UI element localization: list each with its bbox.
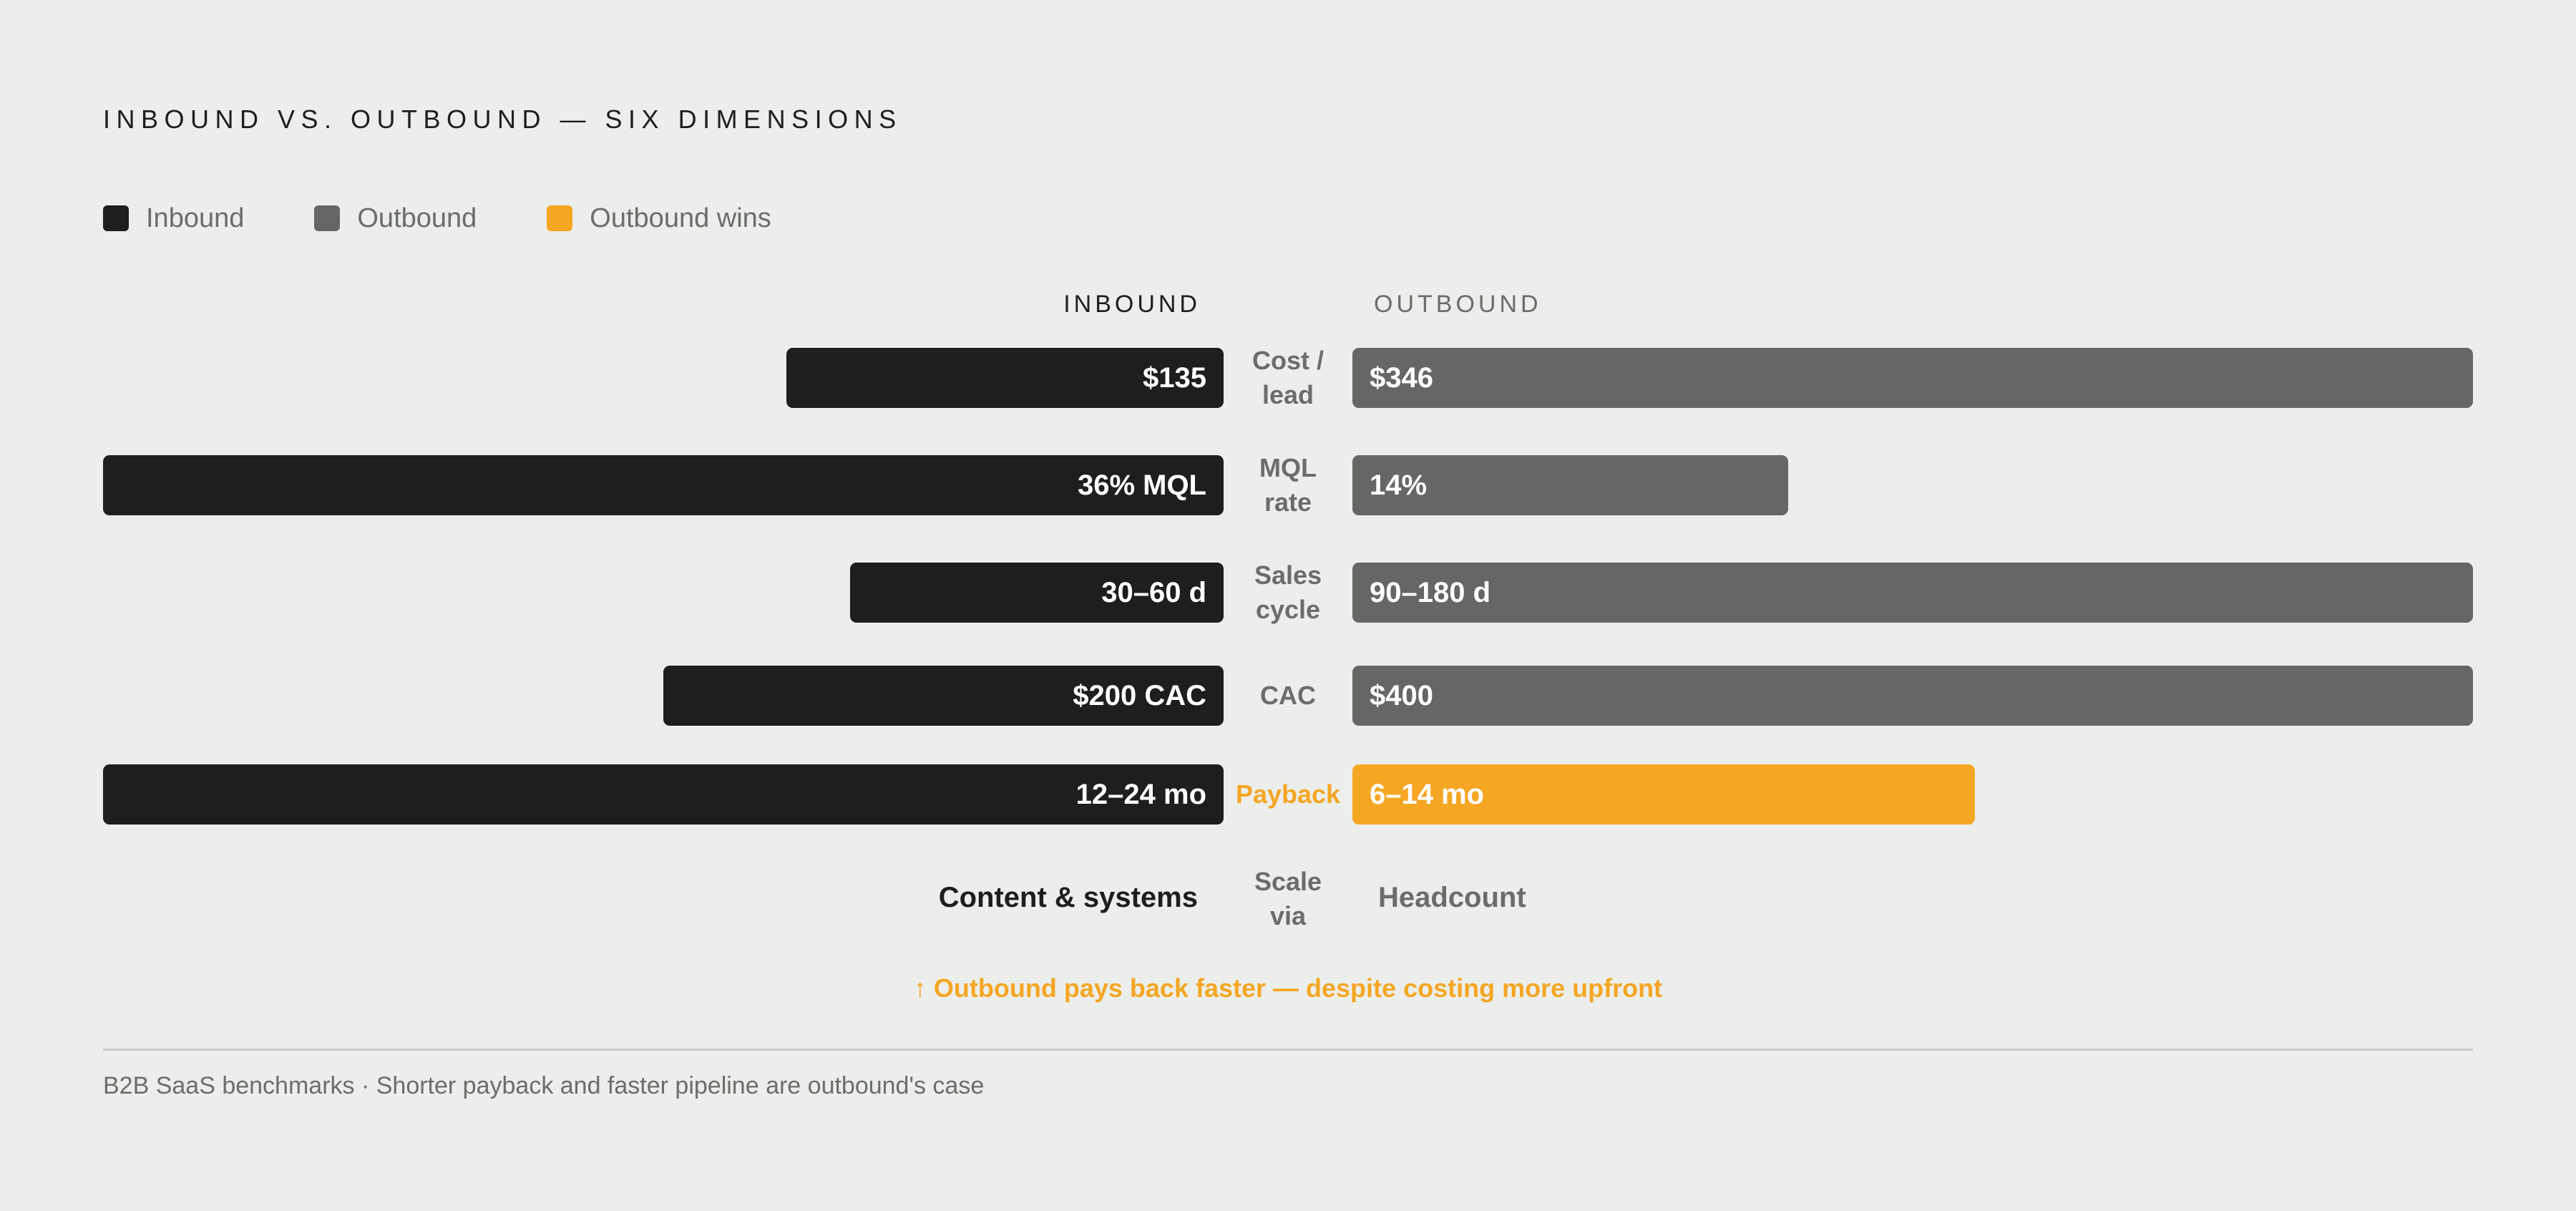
legend-item-inbound: Inbound bbox=[103, 203, 244, 234]
inbound-bar-label-cost-lead: $135 bbox=[1143, 361, 1206, 394]
chart-note: ↑ Outbound pays back faster — despite co… bbox=[913, 973, 1663, 1003]
dimension-label-mql-rate: MQL rate bbox=[1259, 453, 1317, 517]
outbound-bar-label-payback: 6–14 mo bbox=[1370, 778, 1485, 810]
inbound-bar-label-cac: $200 CAC bbox=[1073, 679, 1206, 711]
scale-dimension-label: Scale via bbox=[1254, 867, 1322, 930]
outbound-bar-sales-cycle: 90–180 d bbox=[1352, 563, 2473, 623]
inbound-bar-label-mql-rate: 36% MQL bbox=[1077, 469, 1206, 501]
legend-swatch-inbound bbox=[103, 205, 129, 231]
chart-title: INBOUND VS. OUTBOUND — SIX DIMENSIONS bbox=[103, 104, 902, 134]
legend-item-outbound: Outbound bbox=[314, 203, 477, 234]
outbound-bar-cost-lead: $346 bbox=[1352, 348, 2473, 408]
dimension-label-payback: Payback bbox=[1235, 779, 1341, 809]
outbound-bar-label-cost-lead: $346 bbox=[1370, 361, 1433, 394]
inbound-bar-sales-cycle: 30–60 d bbox=[850, 563, 1224, 623]
inbound-bar-cac: $200 CAC bbox=[663, 666, 1224, 726]
legend-item-outbound-wins: Outbound wins bbox=[547, 203, 771, 234]
outbound-bar-label-mql-rate: 14% bbox=[1370, 469, 1428, 501]
legend: Inbound Outbound Outbound wins bbox=[103, 200, 841, 236]
inbound-bar-cost-lead: $135 bbox=[786, 348, 1224, 408]
outbound-bar-mql-rate: 14% bbox=[1352, 455, 1788, 515]
inbound-bar-payback: 12–24 mo bbox=[103, 764, 1224, 825]
legend-swatch-outbound-wins bbox=[547, 205, 573, 231]
chart-footer: B2B SaaS benchmarks · Shorter payback an… bbox=[103, 1072, 985, 1099]
inbound-bar-label-sales-cycle: 30–60 d bbox=[1101, 576, 1206, 608]
inbound-column-header: INBOUND bbox=[1063, 291, 1201, 318]
scale-inbound-text: Content & systems bbox=[938, 882, 1198, 913]
legend-swatch-outbound bbox=[314, 205, 341, 231]
legend-label-inbound: Inbound bbox=[146, 203, 245, 233]
dimension-label-cac: CAC bbox=[1260, 681, 1316, 710]
inbound-bar-mql-rate: 36% MQL bbox=[103, 455, 1224, 515]
outbound-bar-cac: $400 bbox=[1352, 666, 2473, 726]
footer-divider bbox=[103, 1049, 2473, 1051]
dimension-label-cost-lead: Cost / lead bbox=[1252, 346, 1324, 409]
legend-label-outbound: Outbound bbox=[357, 203, 477, 233]
outbound-column-header: OUTBOUND bbox=[1374, 291, 1542, 318]
outbound-bar-label-cac: $400 bbox=[1370, 679, 1433, 711]
outbound-bar-label-sales-cycle: 90–180 d bbox=[1370, 576, 1491, 608]
inbound-bar-label-payback: 12–24 mo bbox=[1075, 778, 1206, 810]
scale-outbound-text: Headcount bbox=[1378, 882, 1526, 913]
outbound-bar-payback: 6–14 mo bbox=[1352, 764, 1975, 825]
dimension-label-sales-cycle: Sales cycle bbox=[1254, 560, 1322, 624]
legend-label-outbound-wins: Outbound wins bbox=[590, 203, 771, 233]
